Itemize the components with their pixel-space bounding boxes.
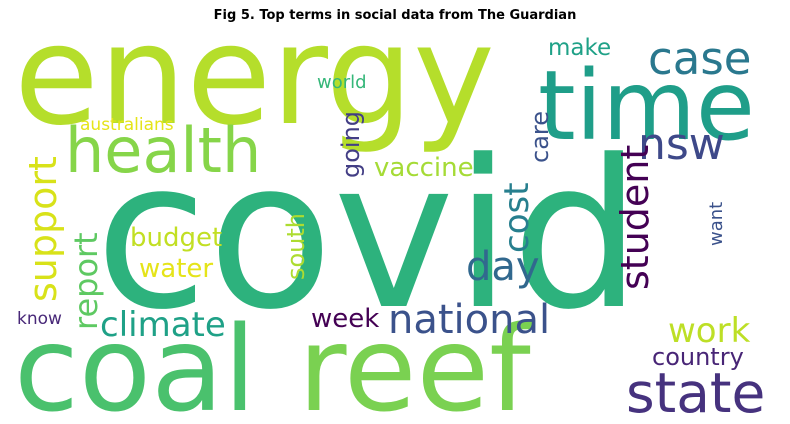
word-energy: energy xyxy=(14,0,495,156)
word-budget: budget xyxy=(130,223,222,253)
word-report: report xyxy=(67,232,105,330)
word-work: work xyxy=(668,311,751,351)
word-health: health xyxy=(65,114,261,187)
word-national: national xyxy=(388,297,550,343)
word-covid: covid xyxy=(95,117,642,355)
word-world: world xyxy=(317,72,367,93)
word-vaccine: vaccine xyxy=(374,153,474,183)
word-care: care xyxy=(526,111,554,163)
word-water: water xyxy=(139,254,213,284)
word-state: state xyxy=(626,361,765,424)
word-going: going xyxy=(337,111,365,178)
word-want: want xyxy=(706,202,727,246)
figure-title: Fig 5. Top terms in social data from The… xyxy=(213,8,577,23)
word-country: country xyxy=(652,343,744,371)
word-nsw: nsw xyxy=(638,119,725,170)
word-day: day xyxy=(466,244,540,290)
word-australians: australians xyxy=(80,115,174,135)
word-know: know xyxy=(17,309,62,329)
word-cost: cost xyxy=(497,182,537,253)
word-climate: climate xyxy=(100,305,226,345)
word-reef: reef xyxy=(298,300,533,424)
word-case: case xyxy=(648,32,751,85)
word-time: time xyxy=(538,50,755,162)
word-support: support xyxy=(21,156,65,302)
word-student: student xyxy=(613,145,657,290)
word-make: make xyxy=(548,35,611,61)
word-coal: coal xyxy=(14,300,256,424)
word-south: south xyxy=(282,213,310,280)
word-week: week xyxy=(311,304,379,334)
